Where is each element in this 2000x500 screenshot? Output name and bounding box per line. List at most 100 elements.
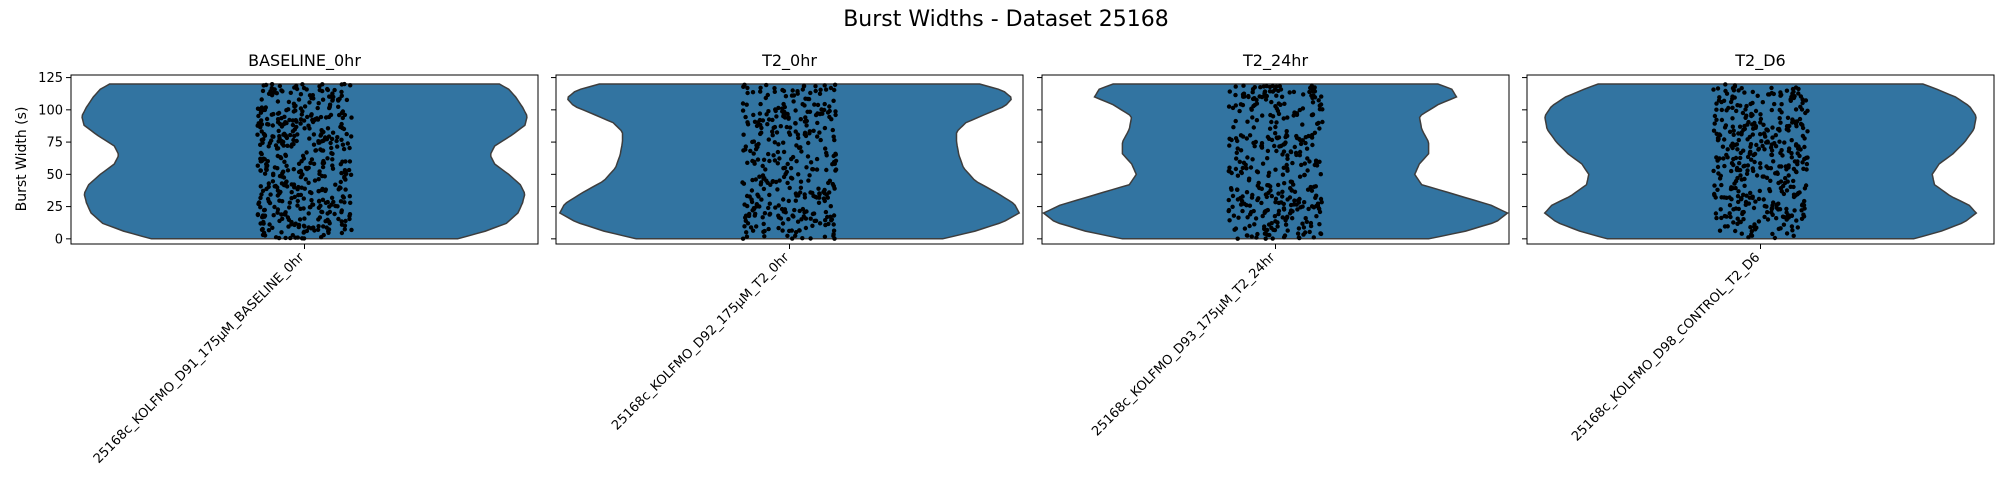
violin-body	[1042, 83, 1509, 240]
data-point	[813, 84, 818, 89]
data-point	[1289, 188, 1295, 193]
data-point	[741, 84, 746, 90]
data-point	[1711, 168, 1716, 174]
data-point	[831, 222, 836, 227]
data-point	[822, 198, 827, 204]
data-point	[262, 157, 267, 162]
data-point	[333, 182, 338, 187]
data-point	[1790, 117, 1795, 122]
data-point	[332, 87, 337, 93]
data-point	[1254, 235, 1259, 240]
data-point	[1777, 107, 1782, 113]
data-point	[755, 157, 761, 162]
x-tick-label: 25168c_KOLFMO_D98_CONTROL_T2_D6	[1569, 250, 1763, 444]
data-point	[1730, 124, 1736, 129]
data-point	[1737, 161, 1742, 166]
data-point	[313, 117, 318, 122]
data-point	[260, 88, 266, 94]
data-point	[1744, 171, 1750, 176]
data-point	[349, 134, 354, 139]
data-point	[828, 204, 833, 209]
data-point	[766, 137, 771, 142]
data-point	[1778, 93, 1783, 98]
data-point	[315, 105, 320, 111]
data-point	[824, 167, 829, 173]
data-point	[1242, 201, 1247, 206]
data-point	[1747, 195, 1753, 200]
data-point	[1743, 115, 1748, 121]
data-point	[1736, 189, 1741, 194]
data-point	[1758, 112, 1763, 117]
data-point	[773, 179, 779, 185]
data-point	[790, 213, 795, 218]
data-point	[318, 203, 323, 208]
data-point	[1793, 121, 1799, 127]
data-point	[1804, 161, 1810, 167]
data-point	[330, 166, 336, 171]
data-point	[813, 88, 818, 94]
data-point	[340, 159, 345, 164]
data-point	[1752, 222, 1757, 227]
data-point	[306, 211, 311, 216]
data-point	[343, 187, 348, 192]
data-point	[1760, 143, 1765, 149]
data-point	[339, 93, 344, 99]
data-point	[1306, 133, 1311, 139]
data-point	[342, 227, 347, 232]
data-point	[810, 223, 815, 228]
data-point	[285, 168, 291, 173]
data-point	[1758, 116, 1764, 122]
data-point	[287, 205, 292, 210]
data-point	[1248, 212, 1253, 217]
data-point	[1284, 129, 1289, 134]
data-point	[296, 97, 302, 102]
data-point	[1277, 83, 1283, 89]
data-point	[285, 143, 290, 148]
data-point	[258, 168, 263, 173]
data-point	[1279, 94, 1285, 100]
data-point	[770, 129, 775, 134]
data-point	[1238, 202, 1244, 207]
data-point	[1748, 190, 1753, 196]
data-point	[774, 114, 779, 119]
data-point	[347, 159, 353, 164]
data-point	[1309, 188, 1315, 193]
data-point	[1802, 136, 1807, 141]
data-point	[1276, 182, 1281, 188]
data-point	[802, 119, 808, 124]
data-point	[1713, 211, 1719, 216]
data-point	[259, 97, 264, 102]
data-point	[785, 180, 790, 186]
data-point	[1285, 153, 1290, 158]
data-point	[1730, 105, 1735, 111]
data-point	[319, 148, 324, 153]
data-point	[1260, 161, 1266, 166]
data-point	[349, 115, 354, 120]
data-point	[1244, 166, 1249, 171]
data-point	[822, 83, 827, 88]
data-point	[262, 213, 268, 218]
data-point	[1309, 135, 1315, 140]
data-point	[258, 110, 264, 115]
data-point	[296, 161, 302, 166]
data-point	[1721, 156, 1726, 161]
data-point	[275, 120, 281, 125]
data-point	[758, 89, 763, 94]
data-point	[791, 93, 797, 98]
data-point	[831, 228, 837, 233]
data-point	[301, 236, 307, 241]
data-point	[1776, 201, 1781, 206]
data-point	[1269, 99, 1274, 105]
data-point	[1741, 209, 1746, 215]
data-point	[1791, 233, 1796, 238]
data-point	[1249, 195, 1255, 200]
data-point	[803, 96, 808, 101]
data-point	[264, 116, 270, 122]
data-point	[1238, 102, 1244, 107]
data-point	[266, 228, 272, 233]
data-point	[1315, 201, 1321, 206]
data-point	[1235, 236, 1240, 241]
data-point	[1317, 209, 1323, 215]
data-point	[1276, 191, 1281, 196]
